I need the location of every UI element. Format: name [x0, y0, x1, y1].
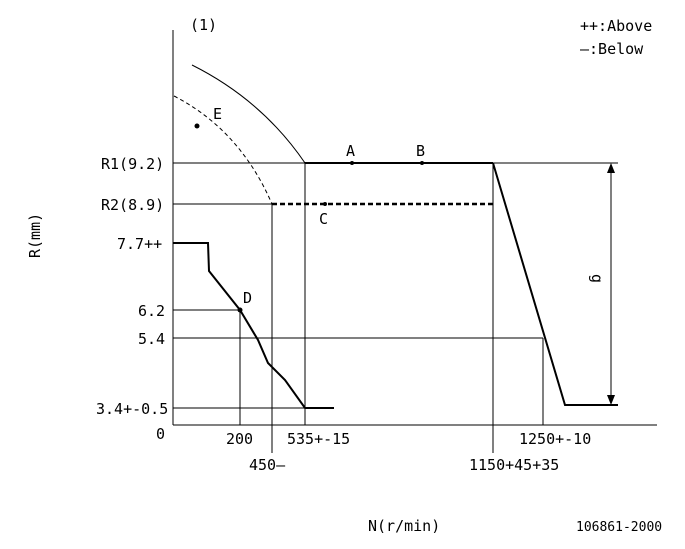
- point-a-marker: [350, 161, 354, 165]
- dimension-label: g: [588, 274, 606, 283]
- tick-v62: 6.2: [138, 302, 165, 320]
- point-e-label: E: [213, 105, 222, 123]
- point-c-label: C: [319, 210, 328, 228]
- point-c-marker: [323, 202, 327, 206]
- x-axis-label: N(r/min): [368, 517, 440, 535]
- tick-v54: 5.4: [138, 330, 165, 348]
- start-curve: [173, 242, 334, 409]
- y-axis-label: R(mm): [26, 213, 44, 258]
- legend-below: —:Below: [580, 40, 644, 58]
- figure-label: (1): [190, 16, 217, 34]
- dimension-arrow-bottom: [607, 395, 615, 405]
- tick-v34: 3.4+-0.5: [96, 400, 168, 418]
- upper-dashed-curve: [173, 95, 273, 205]
- point-a-label: A: [346, 142, 355, 160]
- tick-n1150: 1150+45+35: [469, 456, 559, 474]
- upper-solid-curve: [191, 64, 306, 164]
- tick-n1250: 1250+-10: [519, 430, 591, 448]
- dimension-arrow-top: [607, 163, 615, 173]
- tick-r2: R2(8.9): [101, 196, 164, 214]
- tick-n450: 450—: [249, 456, 286, 474]
- drawing-number: 106861-2000: [576, 520, 662, 535]
- point-d-label: D: [243, 289, 252, 307]
- cutoff-line: [492, 162, 618, 406]
- point-b-label: B: [416, 142, 425, 160]
- tick-n200: 200: [226, 430, 253, 448]
- legend-above: ++:Above: [580, 17, 652, 35]
- tick-r1: R1(9.2): [101, 155, 164, 173]
- point-e-marker: [194, 123, 200, 129]
- point-d-marker: [237, 307, 243, 313]
- tick-zero: 0: [156, 425, 165, 443]
- tick-v77: 7.7++: [117, 235, 162, 253]
- tick-n535: 535+-15: [287, 430, 350, 448]
- point-b-marker: [420, 161, 424, 165]
